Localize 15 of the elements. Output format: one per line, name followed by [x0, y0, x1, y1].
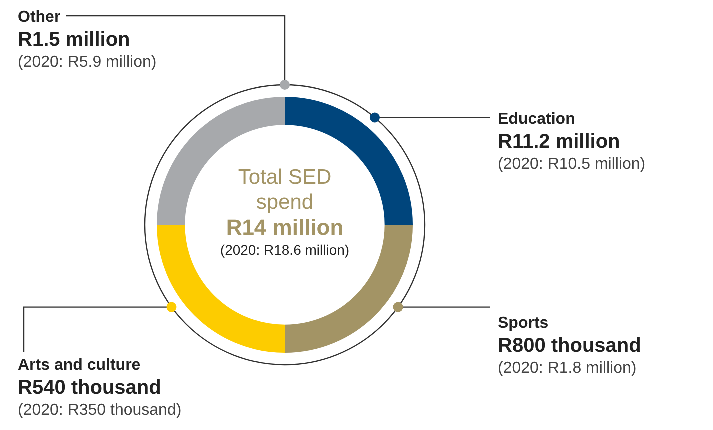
- text: R1.5 million: [18, 29, 130, 51]
- text: R11.2 million: [498, 131, 620, 153]
- text: R800 thousand: [498, 335, 642, 357]
- slice-label: Arts and culture: [18, 356, 142, 376]
- text: (2020: R18.6 million): [219, 242, 351, 259]
- text: (2020: R1.8 million): [498, 360, 637, 377]
- text: (2020: R10.5 million): [498, 156, 646, 173]
- slice-label: Other: [18, 8, 62, 28]
- text: R540 thousand: [18, 377, 162, 399]
- text: Total SED spend: [237, 165, 333, 216]
- text: (2020: R350 thousand): [18, 402, 182, 419]
- slice-label: Sports: [498, 314, 550, 334]
- slice-label: Education: [498, 110, 576, 130]
- text: (2020: R5.9 million): [18, 54, 157, 71]
- text: R14 million: [225, 215, 345, 242]
